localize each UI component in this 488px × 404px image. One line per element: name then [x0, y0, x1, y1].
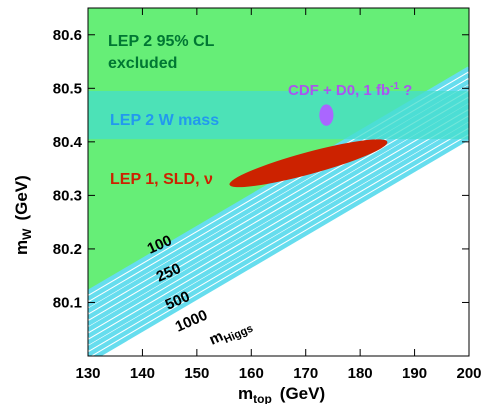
x-tick-label-200: 200 [456, 365, 481, 382]
y-tick-label-80.4: 80.4 [53, 134, 83, 151]
y-tick-label-80.5: 80.5 [53, 80, 82, 97]
cdf-d0-label: CDF + D0, 1 fb-1 ? [288, 81, 412, 99]
y-tick-label-80.3: 80.3 [53, 187, 82, 204]
x-tick-label-160: 160 [239, 365, 264, 382]
higgs-band-1000-stripe-1 [88, 129, 469, 356]
x-tick-label-180: 180 [348, 365, 373, 382]
y-tick-label-80.2: 80.2 [53, 241, 82, 258]
higgs-band-1000 [88, 122, 469, 356]
higgs-band-1000-stripe-2 [88, 122, 469, 351]
lep1-sld-label: LEP 1, SLD, ν [110, 171, 213, 188]
higgs-legend-main: m [207, 328, 226, 349]
x-axis-title-main: m [238, 384, 253, 403]
x-axis-title-sub: top [253, 392, 272, 404]
cdf-d0-label-main: CDF + D0, 1 fb [288, 82, 390, 99]
plot-frame [87, 7, 470, 357]
y-axis: 80.1 80.2 80.3 80.4 80.5 80.6 [53, 27, 469, 311]
x-axis: 130 140 150 160 170 180 190 200 [75, 8, 482, 382]
y-tick-label-80.1: 80.1 [53, 294, 82, 311]
x-tick-label-170: 170 [293, 365, 318, 382]
plot-area [88, 8, 469, 356]
lep1-sld-label-nu: ν [204, 171, 213, 188]
lep2-excluded-region [88, 8, 469, 295]
x-tick-label-190: 190 [402, 365, 427, 382]
higgs-band-500-stripe-1 [88, 110, 469, 339]
higgs-band-500 [88, 104, 469, 345]
y-axis-title-main: m [12, 240, 31, 255]
x-axis-title: mtop (GeV) [238, 384, 325, 404]
lep2-excluded-label-2: excluded [108, 55, 177, 72]
y-axis-title-unit: (GeV) [12, 175, 31, 220]
x-tick-label-150: 150 [184, 365, 209, 382]
lep2-w-mass-label: LEP 2 W mass [110, 112, 219, 129]
cdf-d0-label-end: ? [399, 82, 412, 99]
lep2-w-mass-band [88, 90, 469, 140]
x-tick-label-130: 130 [75, 365, 100, 382]
x-tick-label-140: 140 [130, 365, 155, 382]
y-tick-label-80.6: 80.6 [53, 27, 82, 44]
higgs-band-500-stripe-0 [88, 116, 469, 345]
y-axis-title-sub: W [20, 228, 34, 240]
lep1-sld-label-main: LEP 1, SLD, [110, 171, 204, 188]
lep2-excluded-label-1: LEP 2 95% CL [108, 33, 215, 50]
y-axis-title: mW (GeV) [12, 175, 34, 255]
x-axis-title-unit: (GeV) [280, 384, 325, 403]
cdf-d0-label-sup: -1 [390, 81, 399, 92]
higgs-band-500-stripe-2 [88, 104, 469, 332]
higgs-band-1000-stripe-0 [92, 135, 469, 356]
lep1-sld-ellipse [229, 139, 388, 188]
cdf-d0-ellipse [319, 104, 334, 126]
